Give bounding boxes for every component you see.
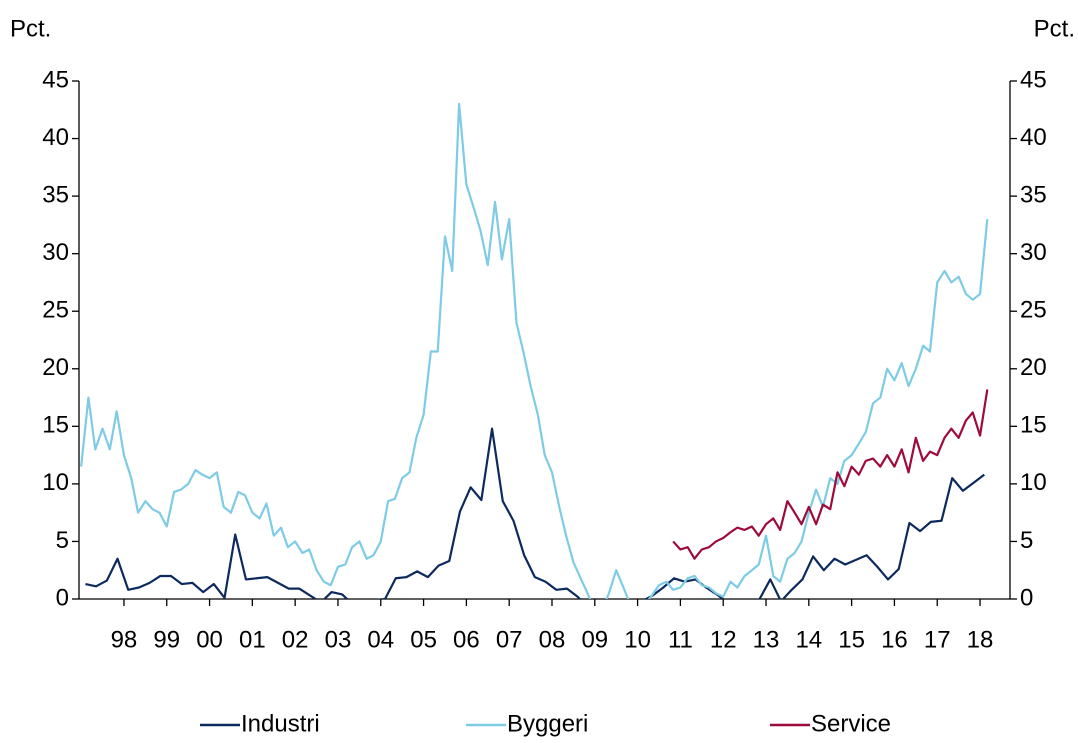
x-tick-label: 07 (496, 626, 523, 653)
y-tick-label: 20 (42, 354, 69, 381)
x-tick-label: 13 (753, 626, 780, 653)
y-tick-label: 15 (42, 412, 69, 439)
x-tick-label: 04 (367, 626, 394, 653)
y2-tick-label: 15 (1020, 412, 1047, 439)
y2-tick-label: 0 (1020, 584, 1033, 611)
x-tick-label: 16 (881, 626, 908, 653)
y2-tick-label: 20 (1020, 354, 1047, 381)
plot-area (80, 102, 989, 599)
x-tick-label: 15 (838, 626, 865, 653)
x-tick-label: 03 (325, 626, 352, 653)
series-line (85, 427, 985, 599)
x-tick-label: 01 (239, 626, 266, 653)
x-tick-label: 99 (153, 626, 180, 653)
x-tick-label: 17 (924, 626, 951, 653)
y2-tick-label: 5 (1020, 527, 1033, 554)
x-tick-label: 18 (967, 626, 994, 653)
x-tick-label: 12 (710, 626, 737, 653)
x-tick-label: 00 (196, 626, 223, 653)
y-tick-label: 25 (42, 297, 69, 324)
y-tick-label: 0 (56, 584, 69, 611)
y2-tick-label: 10 (1020, 469, 1047, 496)
x-tick-label: 02 (282, 626, 309, 653)
y2-axis-label: Pct. (1034, 15, 1075, 42)
y2-tick-label: 25 (1020, 297, 1047, 324)
x-tick-label: 10 (624, 626, 651, 653)
y-tick-label: 5 (56, 527, 69, 554)
y-tick-label: 35 (42, 181, 69, 208)
y2-tick-label: 30 (1020, 239, 1047, 266)
series-line (80, 102, 989, 599)
legend-label: Industri (241, 710, 320, 737)
x-tick-label: 05 (410, 626, 437, 653)
x-tick-label: 08 (539, 626, 566, 653)
y-tick-label: 10 (42, 469, 69, 496)
y-tick-label: 45 (42, 66, 69, 93)
x-tick-label: 11 (668, 626, 693, 653)
legend-label: Byggeri (507, 710, 588, 737)
x-tick-label: 98 (111, 626, 138, 653)
x-tick-label: 09 (581, 626, 608, 653)
y-tick-label: 30 (42, 239, 69, 266)
y-tick-label: 40 (42, 124, 69, 151)
y-axis-label: Pct. (10, 15, 51, 42)
y2-tick-label: 45 (1020, 66, 1047, 93)
legend-label: Service (811, 710, 891, 737)
x-tick-label: 14 (795, 626, 822, 653)
x-tick-label: 06 (453, 626, 480, 653)
series-line (672, 389, 989, 560)
y2-tick-label: 40 (1020, 124, 1047, 151)
y2-tick-label: 35 (1020, 181, 1047, 208)
